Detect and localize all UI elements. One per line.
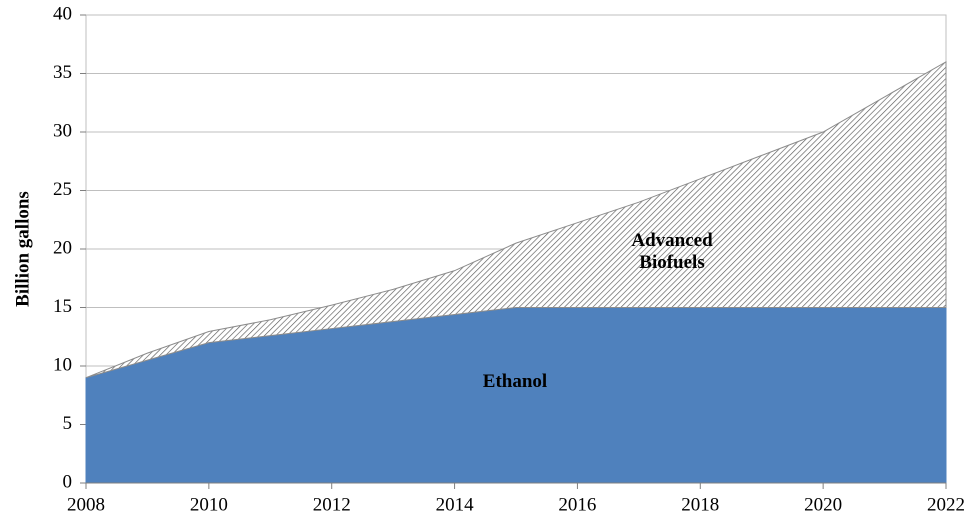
- y-tick-label: 5: [63, 413, 73, 434]
- area: [85, 60, 947, 379]
- y-tick-label: 25: [53, 179, 72, 200]
- y-axis-label: Billion gallons: [12, 191, 33, 307]
- x-tick-label: 2018: [681, 494, 719, 515]
- x-tick-label: 2014: [436, 494, 475, 515]
- y-tick-label: 35: [53, 62, 72, 83]
- x-tick-label: 2016: [558, 494, 596, 515]
- y-tick-label: 15: [53, 296, 72, 317]
- y-tick-label: 0: [63, 471, 73, 492]
- series-label: Ethanol: [482, 371, 548, 392]
- y-tick-label: 30: [53, 120, 72, 141]
- y-tick-label: 20: [53, 237, 72, 258]
- x-tick-label: 2012: [313, 494, 351, 515]
- y-tick-label: 40: [53, 3, 72, 24]
- x-tick-label: 2008: [67, 494, 105, 515]
- x-tick-label: 2022: [927, 494, 965, 515]
- series-label: Advanced Biofuels: [631, 230, 713, 273]
- x-tick-label: 2010: [190, 494, 228, 515]
- x-tick-label: 2020: [804, 494, 842, 515]
- y-tick-label: 10: [53, 354, 72, 375]
